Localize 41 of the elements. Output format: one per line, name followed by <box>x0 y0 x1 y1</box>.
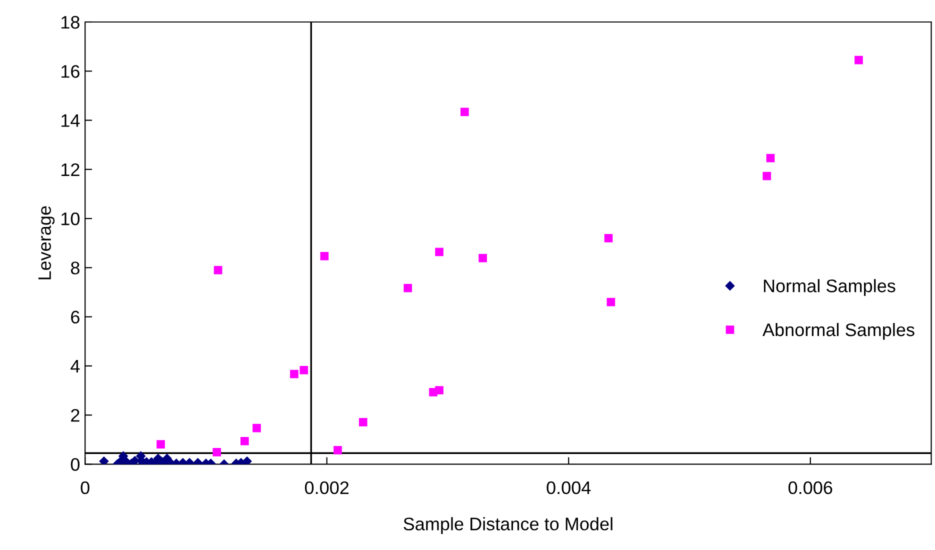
y-tick-label: 14 <box>62 114 80 127</box>
y-tick-label: 0 <box>70 458 80 471</box>
point <box>118 451 128 462</box>
point <box>358 418 368 426</box>
point <box>290 370 298 378</box>
point <box>435 248 444 256</box>
y-tick-label: 2 <box>71 409 80 422</box>
x-axis-title: Sample Distance to Model <box>404 517 612 534</box>
point <box>214 266 222 274</box>
point <box>252 424 261 432</box>
point <box>156 440 165 448</box>
legend-label: Normal Samples <box>764 279 896 296</box>
point <box>212 448 222 456</box>
point <box>606 298 616 306</box>
x-tick-label: 0.006 <box>788 481 832 494</box>
point <box>404 284 412 292</box>
point <box>460 108 469 116</box>
point <box>766 154 775 162</box>
x-tick-label: 0.004 <box>546 481 591 494</box>
point <box>300 366 308 374</box>
legend-label: Abnormal Samples <box>762 322 914 340</box>
point <box>240 436 249 446</box>
point <box>242 456 252 464</box>
y-tick-label: 6 <box>71 310 80 324</box>
x-tick-label: 0 <box>80 481 90 494</box>
point <box>854 56 863 64</box>
point <box>762 172 772 180</box>
point <box>604 234 613 242</box>
point <box>435 386 444 394</box>
y-tick-label: 12 <box>62 163 80 176</box>
point <box>99 456 109 464</box>
y-tick-label: 16 <box>62 65 80 78</box>
point <box>334 446 342 454</box>
y-axis-title: Leverage <box>38 206 55 280</box>
y-tick-label: 4 <box>70 360 80 372</box>
y-tick-label: 10 <box>62 212 80 226</box>
y-tick-label: 8 <box>70 262 80 274</box>
y-tick-label: 18 <box>62 16 80 29</box>
point <box>320 252 329 260</box>
point <box>478 254 487 262</box>
x-tick-label: 0.002 <box>304 481 349 494</box>
